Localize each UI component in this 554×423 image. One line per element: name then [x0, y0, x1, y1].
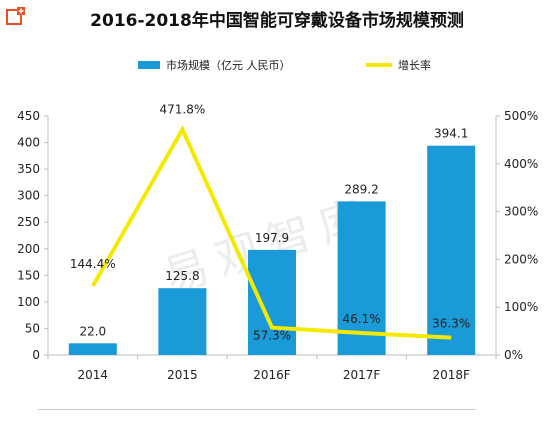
bar-data-label: 125.8: [165, 269, 199, 283]
legend-bar-swatch: [138, 61, 160, 69]
legend-bar-label: 市场规模（亿元 人民币）: [166, 58, 291, 72]
y-left-tick-label: 150: [17, 268, 40, 282]
line-data-label: 57.3%: [253, 329, 291, 343]
y-right-tick-label: 400%: [504, 157, 538, 171]
y-right-tick-label: 500%: [504, 109, 538, 123]
y-right-tick-label: 300%: [504, 205, 538, 219]
bar: [68, 343, 117, 355]
bar-data-label: 22.0: [79, 324, 106, 338]
bar-data-label: 394.1: [434, 127, 468, 141]
y-left-tick-label: 350: [17, 162, 40, 176]
y-left-tick-label: 50: [25, 321, 40, 335]
y-right-tick-label: 200%: [504, 252, 538, 266]
line-data-label: 36.3%: [432, 317, 470, 331]
x-tick-label: 2015: [167, 368, 198, 382]
footer-divider: [38, 409, 476, 410]
x-tick-label: 2014: [78, 368, 109, 382]
y-left-tick-label: 400: [17, 136, 40, 150]
x-tick-label: 2018F: [432, 368, 470, 382]
line-data-label: 144.4%: [70, 257, 116, 271]
y-left-tick-label: 450: [17, 109, 40, 123]
bar: [337, 201, 386, 355]
bar: [427, 145, 476, 355]
line-data-label: 471.8%: [160, 102, 206, 116]
x-tick-label: 2016F: [253, 368, 291, 382]
y-left-tick-label: 0: [32, 348, 40, 362]
bar: [248, 249, 296, 355]
bar-data-label: 197.9: [255, 231, 289, 245]
y-right-tick-label: 100%: [504, 300, 538, 314]
y-left-tick-label: 250: [17, 215, 40, 229]
y-left-tick-label: 100: [17, 295, 40, 309]
y-left-tick-label: 200: [17, 242, 40, 256]
bar: [158, 288, 207, 355]
y-right-tick-label: 0%: [504, 348, 523, 362]
line-data-label: 46.1%: [343, 312, 381, 326]
plot-area: 0 50 100 150 200 250 300 350 400 450 0% 100% 200% 300…: [17, 102, 538, 382]
y-left-tick-label: 300: [17, 189, 40, 203]
legend-line-label: 增长率: [398, 58, 431, 72]
legend-line-swatch: [366, 63, 392, 67]
logo-icon: [6, 6, 26, 26]
x-tick-label: 2017F: [343, 368, 381, 382]
legend: 市场规模（亿元 人民币） 增长率: [138, 58, 431, 72]
growth-rate-line: [91, 125, 452, 340]
bar-data-label: 289.2: [344, 182, 378, 196]
chart-title: 2016-2018年中国智能可穿戴设备市场规模预测: [90, 10, 464, 31]
